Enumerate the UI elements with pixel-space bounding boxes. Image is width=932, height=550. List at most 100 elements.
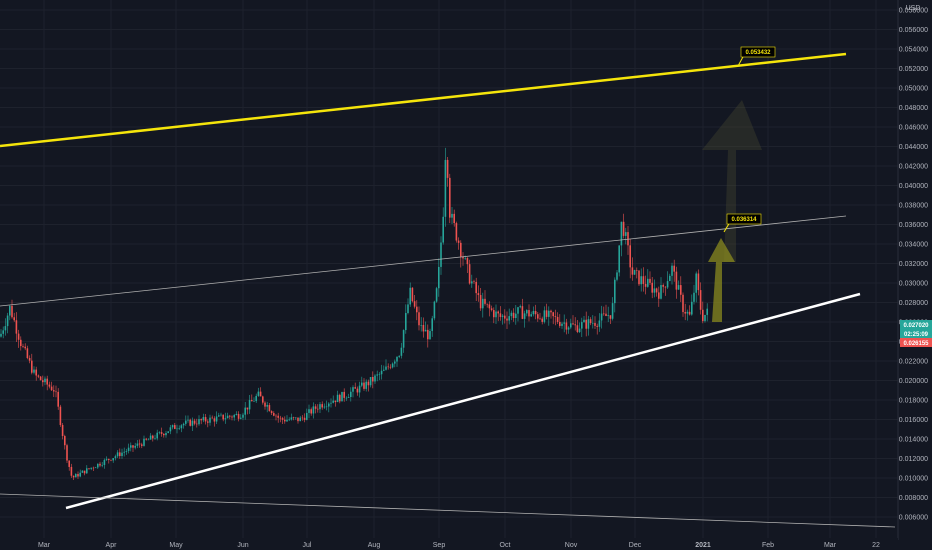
candle-body	[541, 318, 543, 322]
candle-body	[48, 384, 51, 387]
candle-body	[9, 305, 11, 316]
candle-body	[583, 319, 585, 323]
candle-body	[224, 418, 227, 420]
candle-body	[680, 285, 682, 295]
candle-body	[350, 391, 352, 398]
candle-body	[457, 240, 460, 243]
candle-body	[211, 417, 213, 419]
mid-channel-line[interactable]	[0, 215, 847, 307]
candle-body	[378, 374, 381, 375]
candle-body	[570, 323, 572, 328]
candle-body	[123, 451, 125, 453]
candle-body	[59, 406, 62, 425]
candle-body	[303, 417, 306, 420]
candle-body	[409, 287, 411, 305]
price-axis[interactable]	[898, 0, 932, 550]
y-tick-label: 0.014000	[899, 437, 928, 444]
candle-body	[314, 406, 317, 409]
y-tick-label: 0.016000	[899, 417, 928, 424]
x-tick-label: Oct	[500, 542, 511, 549]
candle-body	[552, 312, 554, 317]
candle-body	[451, 213, 453, 218]
candle-body	[31, 360, 33, 373]
candle-body	[413, 301, 416, 307]
candle-body	[673, 265, 675, 272]
candle-body	[222, 414, 224, 420]
candle-body	[105, 458, 108, 460]
x-tick-label: Sep	[433, 542, 446, 549]
candle-body	[132, 445, 134, 448]
candle-body	[130, 445, 132, 448]
candle-body	[438, 266, 440, 289]
candle-body	[171, 425, 174, 428]
candle-body	[299, 417, 301, 422]
candle-body	[561, 323, 563, 326]
candle-body	[622, 221, 625, 236]
candle-body	[594, 322, 596, 326]
candle-body	[367, 381, 370, 386]
time-axis[interactable]	[0, 538, 898, 550]
candle-body	[526, 310, 528, 314]
candle-body	[636, 270, 638, 271]
candle-body	[284, 419, 286, 422]
candle-body	[77, 474, 79, 477]
upper-trendline[interactable]	[0, 52, 847, 148]
candle-body	[119, 452, 121, 456]
candle-body	[198, 419, 200, 425]
candle-body	[453, 213, 455, 224]
candle-body	[446, 159, 449, 178]
candle-body	[501, 315, 504, 317]
candle-body	[332, 400, 334, 403]
candle-body	[143, 438, 145, 446]
candle-body	[649, 278, 651, 283]
x-tick-label: 2021	[695, 542, 711, 549]
y-tick-label: 0.012000	[899, 456, 928, 463]
candle-body	[277, 415, 279, 418]
x-tick-label: May	[169, 542, 183, 549]
candle-body	[354, 387, 356, 389]
candle-body	[341, 391, 343, 402]
candle-body	[658, 292, 660, 299]
candle-body	[587, 319, 590, 329]
candle-body	[699, 290, 702, 310]
y-tick-label: 0.010000	[899, 476, 928, 483]
candle-body	[286, 419, 288, 422]
candle-body	[510, 312, 513, 317]
candle-body	[22, 346, 24, 347]
annotation-lower-label: 0.036314	[731, 217, 757, 223]
candle-body	[543, 310, 546, 322]
annotation-lower[interactable]: 0.036314	[723, 213, 762, 233]
candle-body	[46, 378, 48, 385]
candle-body	[330, 402, 332, 404]
candle-body	[647, 278, 649, 287]
x-tick-label: Dec	[629, 542, 642, 549]
bottom-channel-line[interactable]	[0, 493, 896, 528]
candle-body	[4, 326, 7, 331]
candle-body	[486, 303, 488, 305]
candle-body	[317, 408, 319, 410]
candle-body	[37, 375, 40, 377]
y-tick-label: 0.044000	[899, 144, 928, 151]
candle-body	[328, 403, 330, 407]
candle-body	[519, 306, 521, 308]
candle-body	[361, 382, 363, 386]
candle-body	[343, 391, 345, 398]
candle-body	[88, 468, 90, 469]
candle-body	[545, 310, 548, 317]
candle-body	[61, 424, 64, 437]
candle-body	[334, 400, 337, 403]
candle-body	[653, 288, 656, 293]
lower-trendline[interactable]	[65, 292, 861, 510]
candle-body	[565, 322, 568, 330]
candle-body	[44, 378, 46, 383]
candle-body	[163, 433, 165, 436]
y-tick-label: 0.032000	[899, 261, 928, 268]
candle-body	[356, 388, 359, 393]
candle-body	[257, 391, 260, 396]
annotation-upper[interactable]: 0.053432	[737, 46, 776, 67]
candle-body	[475, 281, 477, 294]
candle-body	[532, 311, 535, 315]
candle-body	[488, 304, 491, 309]
candle-body	[297, 417, 299, 422]
